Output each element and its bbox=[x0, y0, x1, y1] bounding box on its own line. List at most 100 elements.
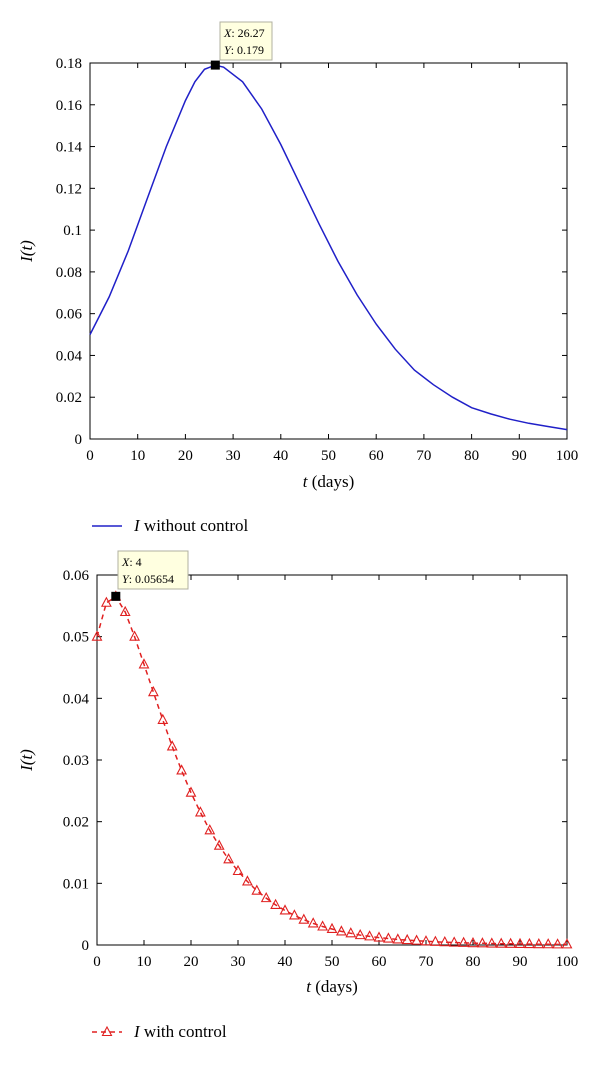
series-point bbox=[420, 935, 432, 946]
series-point bbox=[147, 685, 159, 697]
series-line bbox=[96, 595, 567, 946]
series-1 bbox=[89, 64, 568, 431]
series-point bbox=[429, 935, 441, 946]
datatip-x: X: 26.27 bbox=[223, 26, 265, 40]
legend-2: I with control bbox=[92, 1022, 227, 1041]
y-tick-label: 0.06 bbox=[56, 307, 83, 323]
y-tick-label: 0.08 bbox=[56, 265, 82, 281]
x-axis-label-unit: (days) bbox=[308, 472, 355, 491]
series-point bbox=[561, 938, 573, 949]
series-point bbox=[467, 936, 479, 948]
y-tick-label: 0 bbox=[75, 432, 83, 448]
datatip-x-value: : 4 bbox=[129, 555, 141, 569]
datatip-x-label: X bbox=[121, 555, 130, 569]
datatip-y-value: : 0.05654 bbox=[129, 572, 174, 586]
series-point bbox=[495, 937, 507, 948]
y-tick-label: 0.14 bbox=[56, 140, 83, 156]
datatip-y: Y: 0.179 bbox=[224, 43, 264, 57]
x-tick-label: 50 bbox=[321, 448, 336, 464]
series-point bbox=[194, 806, 206, 817]
datatip-y: Y: 0.05654 bbox=[122, 572, 174, 586]
x-axis: 0 10 20 30 40 50 60 70 80 90 100 bbox=[93, 575, 578, 970]
datatip: X: 4 Y: 0.05654 bbox=[111, 550, 189, 601]
datatip-y-value: : 0.179 bbox=[231, 43, 264, 57]
y-axis: 0 0.02 0.04 0.06 0.08 0.1 0.12 0.14 0.16 0.18 bbox=[56, 56, 567, 448]
series-point bbox=[307, 917, 319, 928]
datatip-marker bbox=[210, 60, 220, 70]
series-point bbox=[251, 884, 263, 895]
x-tick-label: 80 bbox=[466, 954, 481, 970]
series-point bbox=[514, 937, 526, 949]
series-point bbox=[335, 925, 347, 936]
x-tick-label: 20 bbox=[178, 448, 193, 464]
series-point bbox=[260, 891, 272, 903]
x-tick-label: 60 bbox=[369, 448, 384, 464]
series-point bbox=[157, 713, 169, 724]
legend-label: I without control bbox=[133, 516, 249, 535]
series-point bbox=[213, 839, 225, 850]
y-tick-label: 0.05 bbox=[63, 630, 89, 646]
series-point bbox=[270, 898, 282, 909]
x-axis: 0 10 20 30 40 50 60 70 80 90 100 bbox=[86, 63, 578, 464]
series-point bbox=[129, 630, 141, 641]
legend-label-var: I bbox=[133, 1022, 141, 1041]
series-point bbox=[505, 937, 517, 948]
legend-label-rest: with control bbox=[140, 1022, 227, 1041]
x-tick-label: 70 bbox=[419, 954, 434, 970]
series-point bbox=[392, 933, 404, 944]
series-point bbox=[176, 764, 188, 775]
series-point bbox=[298, 913, 310, 924]
x-tick-label: 60 bbox=[372, 954, 387, 970]
series-point bbox=[317, 920, 329, 931]
series-point bbox=[439, 935, 451, 947]
series-point bbox=[458, 936, 470, 947]
x-tick-label: 80 bbox=[464, 448, 479, 464]
series-point bbox=[354, 928, 366, 940]
x-tick-label: 50 bbox=[325, 954, 340, 970]
datatip-box bbox=[219, 21, 273, 61]
plot-frame bbox=[96, 574, 568, 946]
y-tick-label: 0.18 bbox=[56, 56, 82, 72]
x-axis-label: t (days) bbox=[303, 472, 354, 491]
series-point bbox=[166, 740, 178, 751]
y-tick-label: 0.02 bbox=[63, 815, 89, 831]
series-point bbox=[448, 936, 460, 947]
datatip: X: 26.27 Y: 0.179 bbox=[210, 21, 273, 70]
x-axis-label: t (days) bbox=[306, 977, 357, 996]
series-point bbox=[411, 934, 423, 945]
legend-1: I without control bbox=[92, 516, 249, 535]
datatip-box bbox=[117, 550, 189, 590]
series-point bbox=[486, 937, 498, 948]
series-point bbox=[364, 930, 376, 941]
series-point bbox=[138, 658, 150, 669]
y-tick-label: 0.02 bbox=[56, 390, 82, 406]
series-point bbox=[288, 909, 300, 920]
series-point bbox=[345, 927, 357, 938]
series-point bbox=[382, 932, 394, 943]
x-tick-label: 100 bbox=[556, 954, 579, 970]
series-line bbox=[89, 64, 568, 431]
legend-label-rest: without control bbox=[140, 516, 249, 535]
legend-marker bbox=[101, 1025, 113, 1037]
y-tick-label: 0.16 bbox=[56, 98, 83, 114]
chart-1: 0 10 20 30 40 50 60 70 80 90 10000.020.040.060.080… bbox=[17, 21, 578, 491]
y-axis-label: I(t) bbox=[17, 240, 36, 263]
datatip-y-label: Y bbox=[122, 572, 130, 586]
x-tick-label: 100 bbox=[556, 448, 579, 464]
x-tick-label: 20 bbox=[184, 954, 199, 970]
series-point bbox=[232, 864, 244, 876]
x-tick-label: 30 bbox=[231, 954, 246, 970]
y-tick-label: 0.04 bbox=[56, 348, 83, 364]
series-point bbox=[223, 853, 235, 864]
y-tick-label: 0.06 bbox=[63, 568, 90, 584]
y-tick-label: 0.04 bbox=[63, 691, 90, 707]
series-point bbox=[241, 875, 253, 886]
series-point bbox=[533, 938, 545, 949]
x-tick-label: 0 bbox=[86, 448, 94, 464]
x-axis-label-var: t bbox=[306, 977, 312, 996]
legend-label-var: I bbox=[133, 516, 141, 535]
series-point bbox=[373, 931, 385, 942]
x-tick-label: 90 bbox=[512, 448, 527, 464]
y-axis: 0 0.01 0.02 0.03 0.04 0.05 0.06 bbox=[63, 568, 567, 954]
